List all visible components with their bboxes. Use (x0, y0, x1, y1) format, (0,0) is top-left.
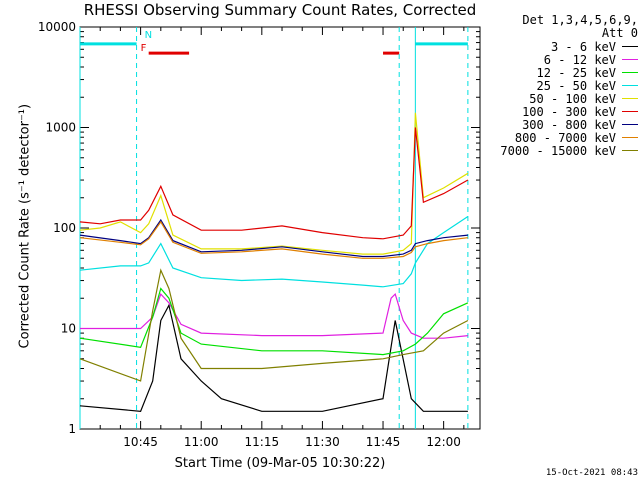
y-tick-label: 1 (68, 422, 76, 436)
legend-swatch (622, 72, 638, 73)
legend-entry: 800 - 7000 keV (484, 130, 638, 145)
legend-entry: 50 - 100 keV (484, 91, 638, 106)
y-tick-label: 1000 (45, 121, 76, 135)
legend-entry: 12 - 25 keV (484, 65, 638, 80)
legend-entry-label: 6 - 12 keV (543, 52, 616, 67)
legend-entry-label: 300 - 800 keV (522, 117, 616, 132)
x-tick-label: 11:30 (305, 435, 340, 449)
legend-entry-label: 800 - 7000 keV (514, 130, 616, 145)
legend-entry: 100 - 300 keV (484, 104, 638, 119)
annotation-label: N (145, 30, 152, 41)
series-line-7 (79, 220, 468, 259)
legend-swatch (622, 46, 638, 47)
legend-swatch (622, 98, 638, 99)
series-line-5 (79, 127, 469, 240)
legend-header-line-2: Att 0 (601, 26, 638, 40)
legend-entry-label: 12 - 25 keV (536, 65, 616, 80)
legend-swatch (622, 137, 638, 138)
series-line-8 (79, 268, 469, 382)
legend: Det 1,3,4,5,6,9, Att 0 3 - 6 keV 6 - 12 k… (484, 13, 638, 158)
y-tick-label: 10000 (38, 20, 76, 34)
legend-entry-label: 50 - 100 keV (529, 91, 616, 106)
x-axis-label: Start Time (09-Mar-05 10:30:22) (174, 456, 386, 471)
x-tick-label: 10:45 (123, 435, 158, 449)
legend-entry-label: 7000 - 15000 keV (500, 143, 616, 158)
legend-entry-label: 100 - 300 keV (522, 104, 616, 119)
legend-swatch (622, 59, 638, 60)
x-tick-label: 11:00 (184, 435, 219, 449)
series-line-6 (79, 218, 468, 258)
x-tick-label: 12:00 (426, 435, 461, 449)
timestamp: 15-Oct-2021 08:43 (545, 468, 638, 478)
series-line-0 (79, 303, 468, 412)
series-line-3 (79, 215, 469, 288)
legend-entry: 300 - 800 keV (484, 117, 638, 132)
chart-title: RHESSI Observing Summary Count Rates, Co… (83, 1, 477, 19)
legend-entry: 7000 - 15000 keV (484, 143, 638, 158)
legend-entry-label: 3 - 6 keV (550, 39, 616, 54)
y-axis-label: Corrected Count Rate (s⁻¹ detector⁻¹) (17, 103, 33, 349)
legend-swatch (622, 85, 638, 86)
legend-entry: 6 - 12 keV (484, 52, 638, 67)
legend-header-line-1: Det 1,3,4,5,6,9, (522, 13, 638, 27)
series-line-4 (79, 112, 469, 255)
y-tick-label: 100 (53, 221, 76, 235)
legend-entry: 25 - 50 keV (484, 78, 638, 93)
legend-entry: 3 - 6 keV (484, 39, 638, 54)
x-tick-label: 11:45 (366, 435, 401, 449)
series-line-1 (80, 292, 468, 339)
y-tick-label: 10 (61, 322, 76, 336)
annotation-label: F (141, 43, 147, 54)
legend-entry-label: 25 - 50 keV (536, 78, 616, 93)
legend-swatch (622, 150, 638, 151)
legend-swatch (622, 124, 638, 125)
x-tick-label: 11:15 (245, 435, 280, 449)
plot-frame (79, 26, 481, 430)
series-line-2 (79, 287, 469, 356)
legend-swatch (622, 111, 638, 112)
